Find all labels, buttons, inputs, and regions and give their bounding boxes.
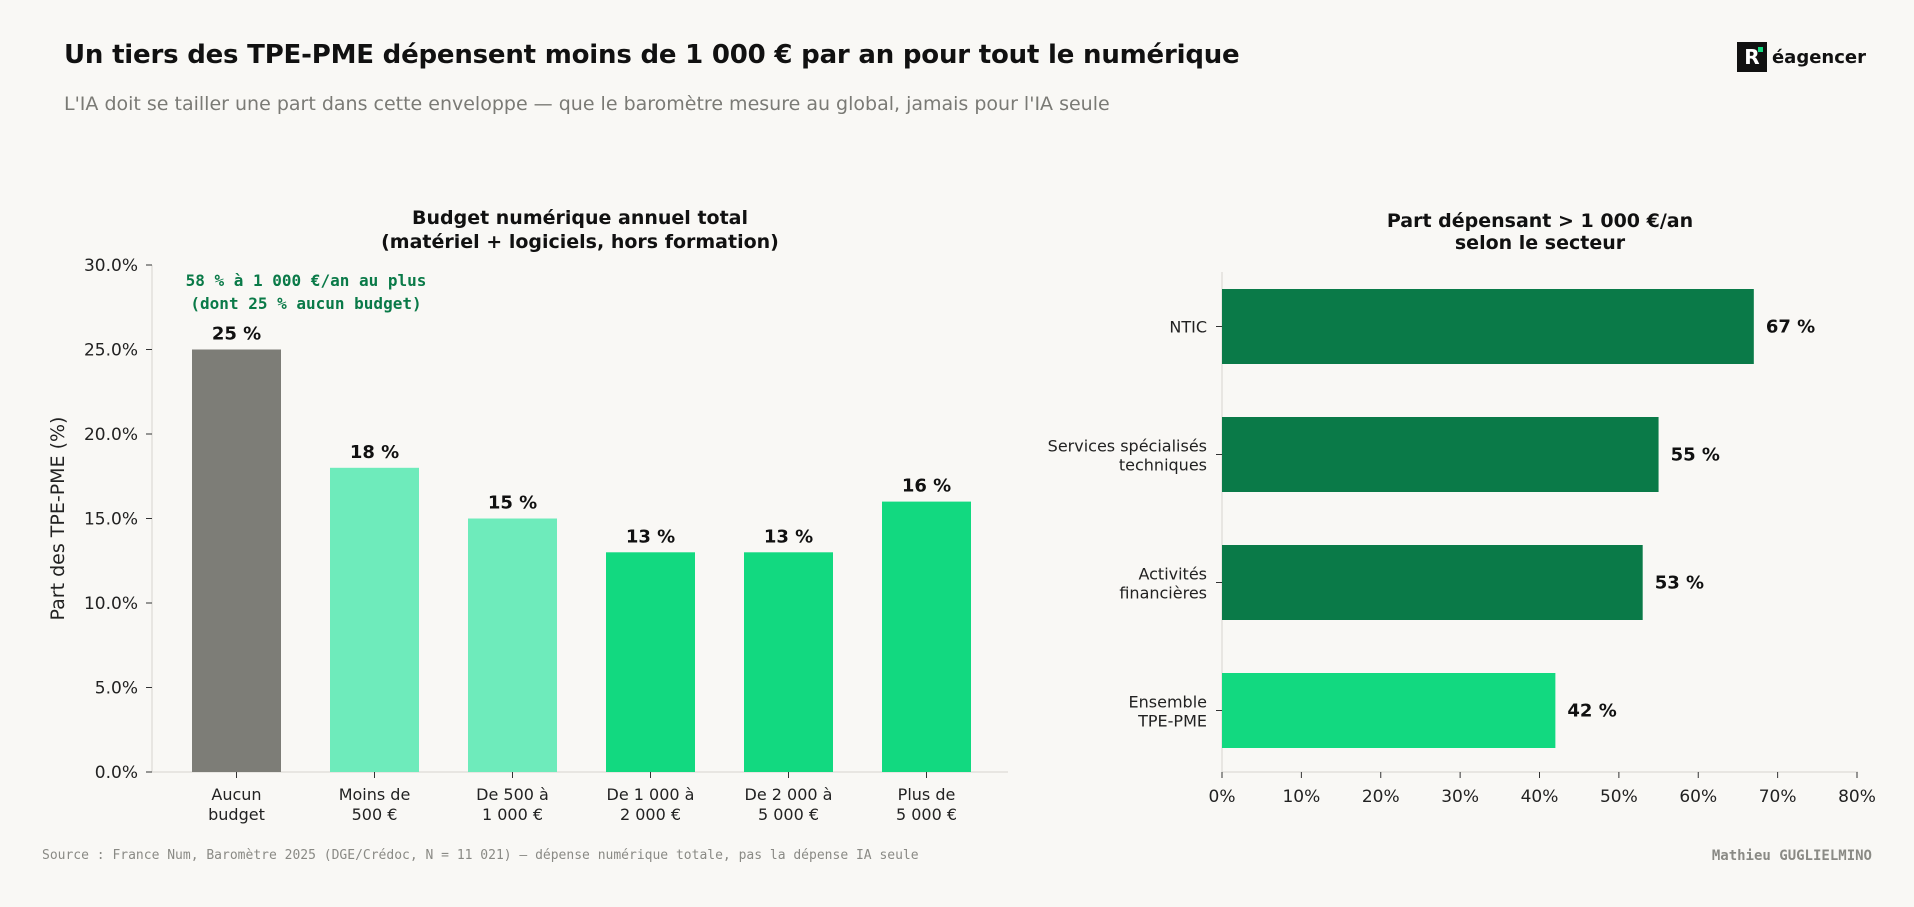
- x-tick-label: 0%: [1209, 787, 1236, 807]
- bar-data-label: 13 %: [764, 526, 813, 547]
- y-tick-label: 15.0%: [84, 510, 138, 530]
- brand-logo: R éagencer: [1736, 42, 1866, 72]
- bar-data-label: 42 %: [1567, 701, 1616, 722]
- brand-name: éagencer: [1771, 46, 1866, 68]
- source-note: Source : France Num, Baromètre 2025 (DGE…: [42, 848, 919, 863]
- page-subtitle: L'IA doit se tailler une part dans cette…: [64, 93, 1110, 115]
- y-tick-label: 10.0%: [84, 594, 138, 614]
- bar-data-label: 15 %: [488, 493, 537, 514]
- bar-data-label: 13 %: [626, 526, 675, 547]
- brand-mark-icon: R: [1736, 42, 1767, 72]
- x-tick-label: 70%: [1759, 787, 1797, 807]
- bar: [1222, 289, 1754, 364]
- y-tick-label: 25.0%: [84, 341, 138, 361]
- bar: [1222, 417, 1659, 492]
- bar: [1222, 673, 1556, 748]
- x-tick-label: 40%: [1521, 787, 1559, 807]
- x-tick-label: 50%: [1600, 787, 1638, 807]
- y-tick-label: Ensemble TPE-PME: [1129, 693, 1207, 731]
- y-tick-label: 0.0%: [95, 763, 138, 783]
- bar-data-label: 55 %: [1671, 445, 1720, 466]
- y-tick-label: NTIC: [1169, 318, 1207, 337]
- bar: [468, 518, 557, 772]
- bar-data-label: 18 %: [350, 442, 399, 463]
- bar: [882, 501, 971, 772]
- budget-chart-title: Budget numérique annuel total (matériel +…: [381, 207, 779, 253]
- x-tick-label: 10%: [1282, 787, 1320, 807]
- author-credit: Mathieu GUGLIELMINO: [1711, 848, 1872, 864]
- x-tick-label: 60%: [1679, 787, 1717, 807]
- y-tick-label: 30.0%: [84, 256, 138, 276]
- x-tick-label: Moins de 500 €: [339, 785, 411, 824]
- bar-data-label: 67 %: [1766, 317, 1815, 338]
- bar: [606, 552, 695, 772]
- bar: [330, 467, 419, 772]
- x-tick-label: 20%: [1362, 787, 1400, 807]
- sector-bar-chart: Part dépensant > 1 000 €/an selon le sect…: [1048, 210, 1876, 807]
- sector-chart-title: Part dépensant > 1 000 €/an selon le sect…: [1387, 210, 1693, 254]
- bar-data-label: 53 %: [1655, 573, 1704, 594]
- x-tick-label: 80%: [1838, 787, 1876, 807]
- bar-data-label: 16 %: [902, 476, 951, 497]
- brand-dot-icon: [1757, 47, 1763, 52]
- x-tick-label: Plus de 5 000 €: [896, 785, 957, 824]
- y-tick-label: Activités financières: [1119, 565, 1207, 603]
- bar: [192, 349, 281, 772]
- budget-annotation: 58 % à 1 000 €/an au plus (dont 25 % aucu…: [186, 271, 427, 313]
- bar: [744, 552, 833, 772]
- x-tick-label: Aucun budget: [208, 785, 265, 824]
- y-tick-label: 5.0%: [95, 679, 138, 699]
- y-tick-label: Services spécialisés techniques: [1048, 437, 1207, 475]
- budget-bar-chart: Budget numérique annuel total (matériel +…: [47, 207, 1008, 824]
- page-title: Un tiers des TPE-PME dépensent moins de …: [64, 40, 1240, 70]
- bar-data-label: 25 %: [212, 324, 261, 345]
- bar: [1222, 545, 1643, 620]
- brand-mark-letter: R: [1744, 45, 1760, 69]
- y-axis-label: Part des TPE-PME (%): [47, 417, 69, 621]
- y-tick-label: 20.0%: [84, 425, 138, 445]
- x-tick-label: 30%: [1441, 787, 1479, 807]
